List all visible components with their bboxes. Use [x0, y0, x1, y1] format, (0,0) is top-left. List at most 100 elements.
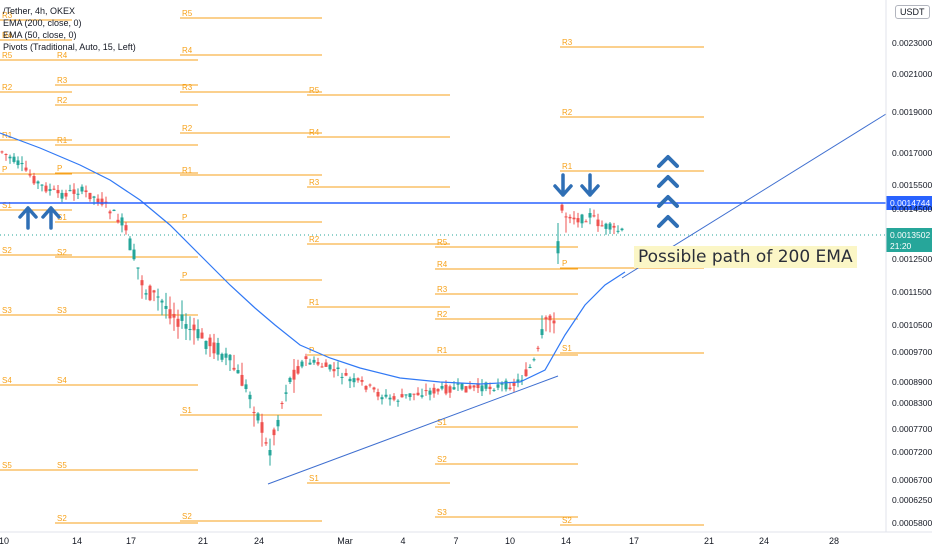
legend-pivots[interactable]: Pivots (Traditional, Auto, 15, Left): [3, 42, 136, 52]
pivot-label: R5: [309, 86, 320, 95]
pivot-label: R4: [57, 51, 68, 60]
candle-body: [440, 386, 444, 389]
y-tick-label: 0.0005800: [892, 518, 932, 528]
candles: [0, 150, 624, 466]
x-tick-label: 4: [400, 536, 405, 546]
pivot-label: S1: [437, 418, 447, 427]
candle-body: [388, 397, 392, 400]
legend-symbol[interactable]: /Tether, 4h, OKEX: [3, 6, 76, 16]
candle-body: [404, 394, 408, 396]
pivot-label: R5: [437, 238, 448, 247]
y-tick-label: 0.0021000: [892, 69, 932, 79]
price-axis[interactable]: 0.0023000 0.0021000 0.0019000 0.0017000 0.00…: [885, 0, 932, 532]
candle-body: [160, 300, 164, 303]
candle-body: [588, 213, 592, 218]
legend-ema50[interactable]: EMA (50, close, 0): [3, 30, 77, 40]
y-tick-label: 0.0014500: [892, 204, 932, 214]
candle-body: [156, 296, 160, 298]
candle-body: [208, 337, 212, 347]
candle-body: [132, 249, 136, 260]
candle-body: [224, 353, 228, 358]
candle-body: [8, 156, 12, 159]
candle-body: [528, 366, 532, 368]
candle-body: [460, 383, 464, 390]
candle-body: [164, 305, 168, 309]
candle-body: [316, 362, 320, 365]
y-tick-label: 0.0012500: [892, 254, 932, 264]
pivot-label: R3: [2, 11, 13, 20]
candle-body: [612, 225, 616, 228]
time-axis[interactable]: 10 14 17 21 24 Mar 4 7 10 14 17 21 24 28: [0, 531, 932, 546]
candle-body: [20, 162, 24, 165]
x-tick-label: 17: [126, 536, 136, 546]
pivot-label: R1: [182, 166, 193, 175]
candle-body: [260, 422, 264, 433]
x-tick-label: 14: [561, 536, 571, 546]
y-tick-label: 0.0023000: [892, 38, 932, 48]
arrow-up-icon: [41, 206, 61, 230]
pivot-label: P: [2, 165, 7, 174]
candle-body: [332, 369, 336, 372]
candle-body: [176, 318, 180, 327]
candle-body: [200, 332, 204, 339]
y-tick-label: 0.0009700: [892, 347, 932, 357]
x-tick-label: 24: [254, 536, 264, 546]
candle-body: [12, 156, 16, 162]
pivot-label: R4: [182, 46, 193, 55]
y-tick-label: 0.0010500: [892, 320, 932, 330]
arrow-down-icon: [553, 173, 573, 197]
candle-body: [168, 309, 172, 319]
pivot-label: R2: [309, 235, 320, 244]
pivot-label: R2: [562, 108, 573, 117]
candle-body: [428, 390, 432, 395]
candle-body: [188, 328, 192, 331]
candle-body: [52, 188, 56, 190]
candle-body: [144, 293, 148, 295]
candle-body: [320, 366, 324, 368]
candle-body: [324, 362, 328, 367]
candle-body: [524, 369, 528, 377]
candle-body: [444, 384, 448, 394]
current-price-tag: [886, 228, 932, 252]
annotation-text[interactable]: Possible path of 200 EMA: [634, 246, 857, 268]
candle-body: [36, 181, 40, 184]
candle-body: [472, 385, 476, 388]
candle-body: [0, 151, 4, 153]
pivot-label: S5: [57, 461, 67, 470]
candle-body: [304, 356, 308, 359]
legend-ema200[interactable]: EMA (200, close, 0): [3, 18, 82, 28]
pivot-label: S1: [57, 213, 67, 222]
candle-body: [456, 383, 460, 385]
pivot-label: R5: [182, 9, 193, 18]
candle-body: [296, 366, 300, 374]
candle-body: [396, 400, 400, 402]
pivot-label: R5: [2, 51, 13, 60]
currency-unit-button[interactable]: USDT: [895, 5, 930, 19]
x-tick-label: 21: [198, 536, 208, 546]
candle-body: [216, 342, 220, 355]
candle-body: [568, 216, 572, 219]
candle-body: [292, 369, 296, 380]
pivot-label: S1: [562, 344, 572, 353]
candle-body: [556, 241, 560, 254]
candle-body: [56, 189, 60, 194]
y-tick-label: 0.0007700: [892, 424, 932, 434]
candle-body: [500, 383, 504, 385]
pivot-label: S4: [57, 376, 67, 385]
candle-body: [512, 382, 516, 386]
pivot-label: S3: [57, 306, 67, 315]
candle-body: [424, 390, 428, 392]
x-tick-label: 10: [505, 536, 515, 546]
current-price-label: 0.0013502: [890, 230, 930, 240]
candle-body: [284, 392, 288, 394]
candle-body: [536, 347, 540, 349]
candle-body: [244, 384, 248, 389]
candle-body: [16, 160, 20, 166]
candle-body: [392, 396, 396, 400]
candle-body: [272, 429, 276, 436]
pivot-label: S1: [309, 474, 319, 483]
pivot-label: S4: [2, 376, 12, 385]
candle-body: [452, 387, 456, 390]
